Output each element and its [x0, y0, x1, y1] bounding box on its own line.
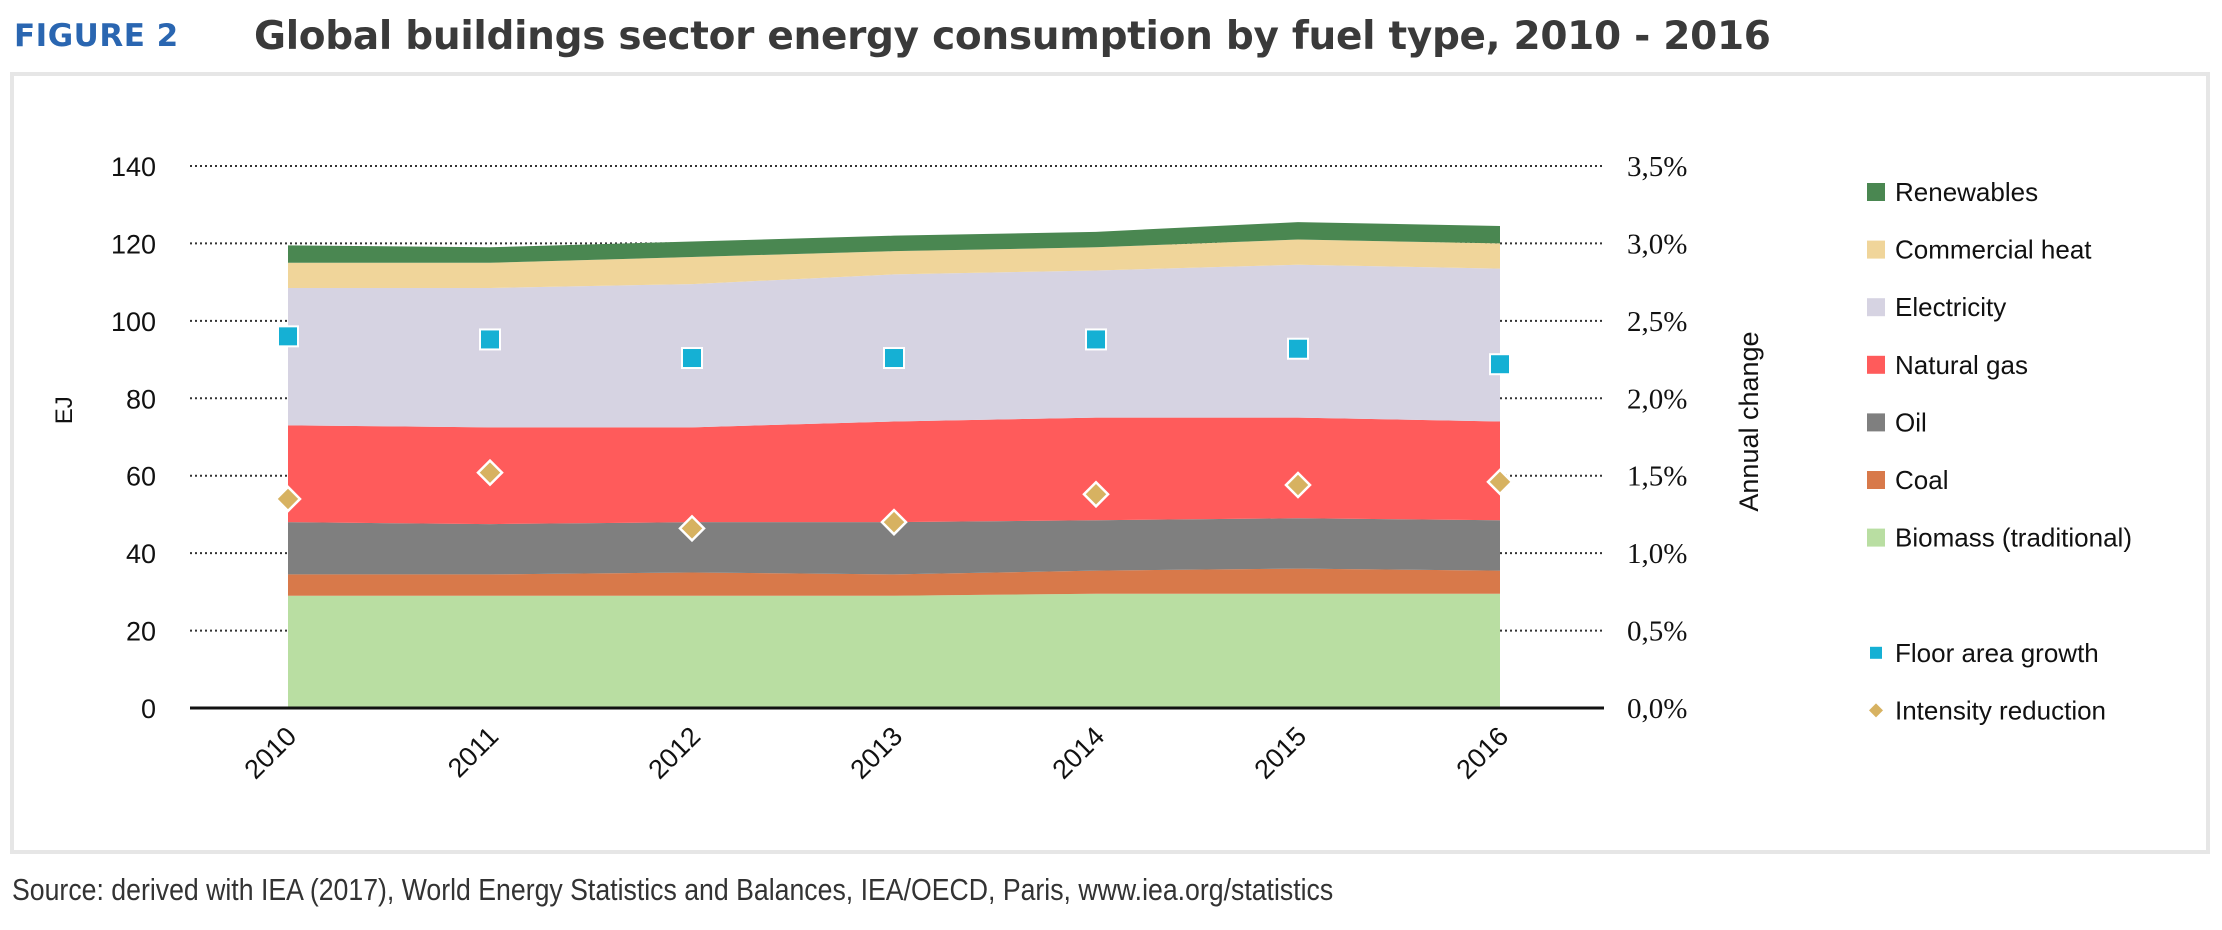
legend-swatch-natural-gas: [1867, 355, 1885, 374]
legend-swatch-biomass-traditional: [1867, 528, 1885, 547]
x-tick-label: 2010: [239, 721, 303, 785]
legend-label-floor-area-growth: Floor area growth: [1895, 638, 2099, 668]
source-note: Source: derived with IEA (2017), World E…: [12, 872, 1334, 907]
legend-swatch-oil: [1867, 413, 1885, 432]
y2-tick-label: 0,5%: [1627, 616, 1687, 648]
intensity-reduction-marker: [274, 485, 302, 513]
legend-swatch-renewables: [1867, 183, 1885, 201]
x-tick-label: 2013: [845, 721, 909, 785]
legend-label-biomass-traditional: Biomass (traditional): [1895, 523, 2132, 553]
legend-label-natural-gas: Natural gas: [1895, 350, 2028, 380]
legend-label-coal: Coal: [1895, 465, 1948, 495]
y-axis-title: EJ: [51, 396, 78, 424]
figure-title: Global buildings sector energy consumpti…: [254, 13, 1771, 59]
legend-label-oil: Oil: [1895, 407, 1927, 437]
y-tick-label: 20: [126, 617, 156, 647]
figure-label: FIGURE 2: [14, 18, 179, 54]
x-tick-label: 2015: [1249, 721, 1313, 785]
legend-label-renewables: Renewables: [1895, 177, 2038, 207]
floor-area-growth-marker: [1287, 337, 1309, 360]
floor-area-growth-marker: [277, 325, 299, 348]
legend-swatch-floor-area-growth: [1870, 646, 1882, 659]
markers-layer: [274, 325, 1514, 543]
legend-label-electricity: Electricity: [1895, 292, 2006, 322]
legend-layer: Renewables Commercial heat Electricity Natu…: [1867, 177, 2132, 725]
y2-tick-label: 2,0%: [1627, 383, 1687, 415]
area-biomass-traditional: [288, 593, 1500, 708]
area-oil: [288, 518, 1500, 575]
area-commercial-heat: [288, 239, 1500, 288]
figure-header: FIGURE 2 Global buildings sector energy …: [14, 6, 1771, 66]
floor-area-growth-marker: [681, 347, 703, 370]
x-tick-label: 2012: [643, 721, 707, 785]
x-tick-label: 2014: [1047, 721, 1111, 785]
chart-svg: 0 20 40 60 80 100 120 140 0,0% 0,5% 1,0% 1,5% 2,0% 2,…: [51, 151, 2132, 785]
y2-axis-title: Annual change: [1734, 331, 1764, 511]
y2-tick-label: 0,0%: [1627, 693, 1687, 725]
y-tick-label: 80: [126, 384, 156, 414]
x-tick-label: 2011: [442, 721, 504, 783]
floor-area-growth-marker: [479, 328, 501, 351]
x-tick-label: 2016: [1451, 721, 1515, 785]
intensity-reduction-marker: [1284, 471, 1312, 499]
legend-label-intensity-reduction: Intensity reduction: [1895, 695, 2106, 725]
intensity-reduction-marker: [678, 514, 706, 543]
y-tick-label: 60: [126, 462, 156, 492]
intensity-reduction-marker: [1082, 480, 1110, 509]
floor-area-growth-marker: [1489, 353, 1511, 376]
area-renewables: [288, 222, 1500, 263]
legend-swatch-intensity-reduction: [1869, 703, 1883, 718]
area-coal: [288, 568, 1500, 596]
y2-tick-label: 3,5%: [1627, 151, 1687, 183]
intensity-reduction-marker: [880, 508, 908, 536]
y-tick-label: 100: [111, 307, 156, 337]
y2-tick-label: 1,5%: [1627, 461, 1687, 493]
intensity-reduction-marker: [476, 458, 504, 487]
y2-tick-label: 2,5%: [1627, 306, 1687, 338]
chart-frame: 0 20 40 60 80 100 120 140 0,0% 0,5% 1,0% 1,5% 2,0% 2,…: [10, 72, 2210, 854]
legend-swatch-coal: [1867, 471, 1885, 489]
legend-swatch-commercial-heat: [1867, 240, 1885, 259]
legend-swatch-electricity: [1867, 298, 1885, 317]
area-electricity: [288, 264, 1500, 428]
y-tick-label: 140: [111, 152, 156, 182]
y2-tick-label: 1,0%: [1627, 538, 1687, 570]
area-natural-gas: [288, 417, 1500, 525]
floor-area-growth-marker: [1085, 328, 1107, 351]
legend-label-commercial-heat: Commercial heat: [1895, 235, 2092, 265]
y2-tick-label: 3,0%: [1627, 228, 1687, 260]
y-tick-label: 0: [141, 694, 156, 724]
floor-area-growth-marker: [883, 347, 905, 370]
y-tick-label: 120: [111, 229, 156, 259]
areas-layer: [288, 222, 1500, 708]
intensity-reduction-marker: [1486, 468, 1514, 496]
y-tick-label: 40: [126, 539, 156, 569]
